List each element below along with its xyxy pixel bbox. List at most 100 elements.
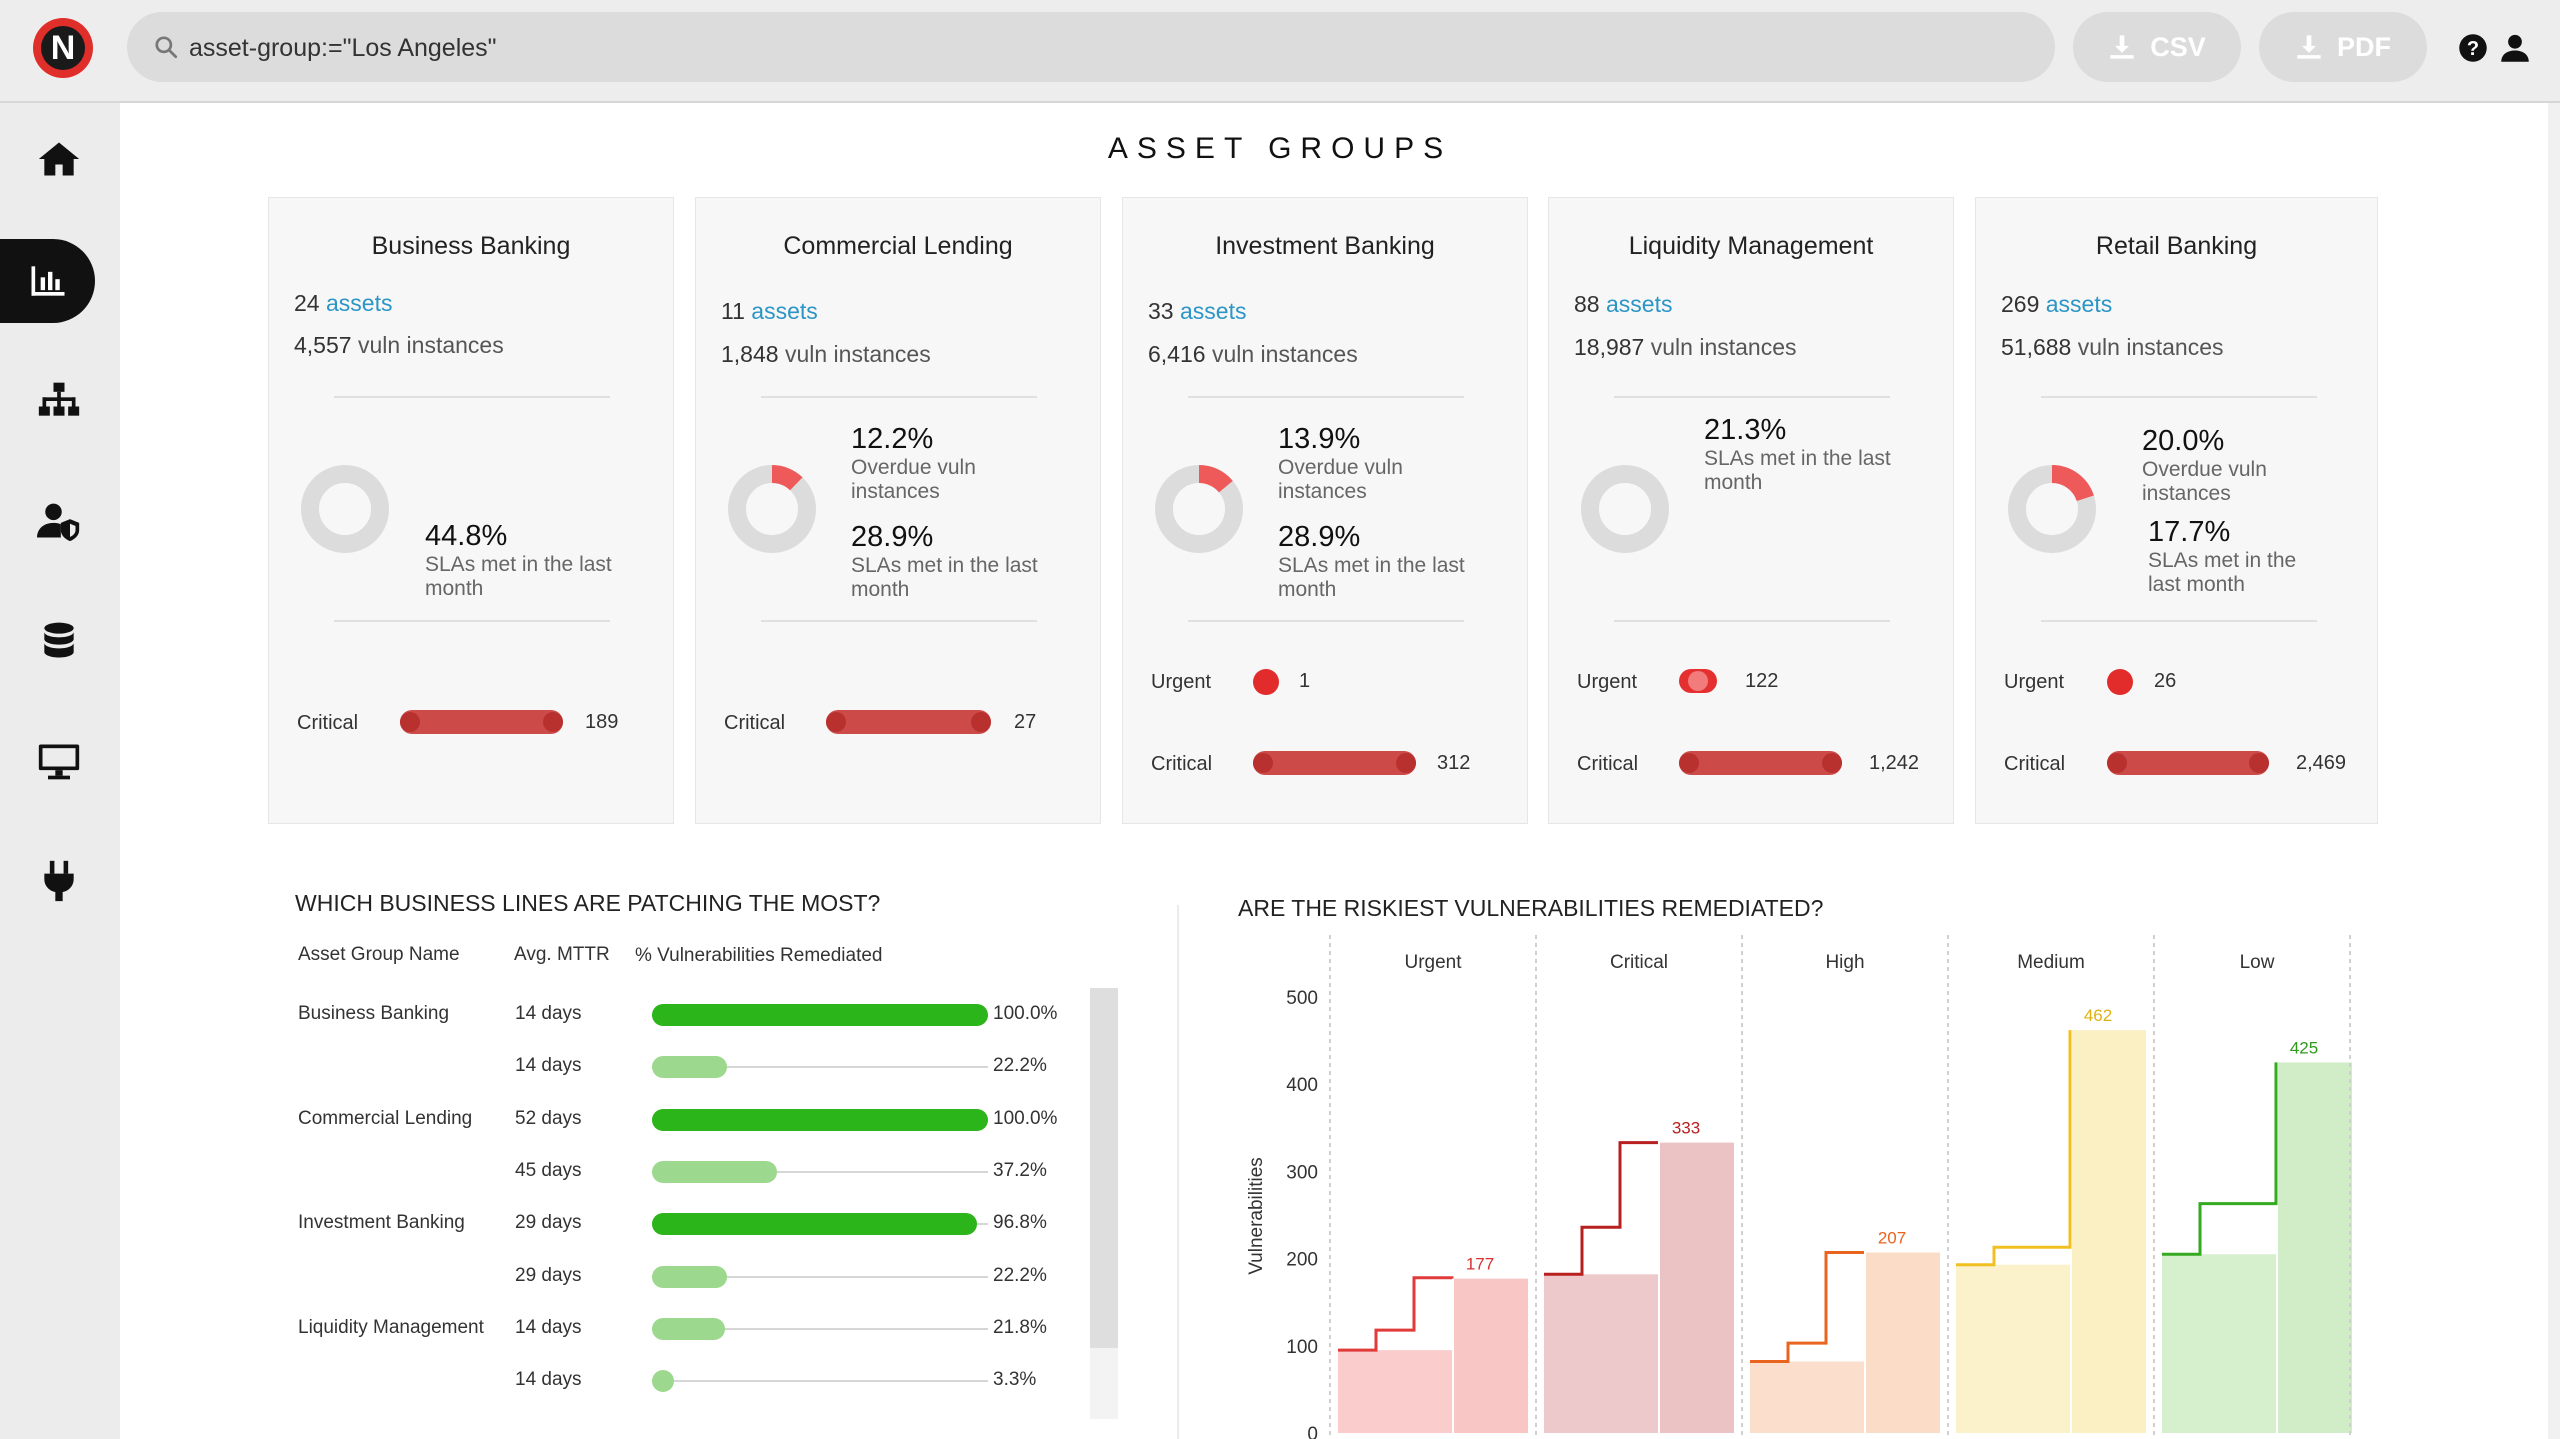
monitor-icon	[38, 744, 80, 780]
row-mttr: 29 days	[515, 1264, 582, 1286]
vuln-count: 6,416 vuln instances	[1148, 341, 1358, 368]
sitemap-icon	[38, 382, 80, 416]
asset-group-card-liquidity-management[interactable]: Liquidity Management 88 assets 18,987 vu…	[1548, 197, 1954, 824]
assets-link[interactable]: assets	[751, 298, 818, 324]
urgent-count: 122	[1745, 670, 1779, 692]
urgent-label: Urgent	[1577, 671, 1638, 693]
pdf-download-button[interactable]: PDF	[2259, 12, 2427, 82]
nav-reports[interactable]	[0, 239, 95, 323]
divider	[1188, 396, 1464, 398]
asset-group-card-commercial-lending[interactable]: Commercial Lending 11 assets 1,848 vuln …	[695, 197, 1101, 824]
row-bar[interactable]	[652, 1004, 988, 1026]
vuln-label: vuln instances	[1650, 334, 1797, 360]
search-input[interactable]	[187, 22, 1991, 74]
area-fill-urgent	[1338, 1350, 1452, 1433]
sla-label: SLAs met in the last month	[1278, 554, 1465, 601]
download-icon	[2297, 35, 2321, 59]
csv-download-button[interactable]: CSV	[2073, 12, 2241, 82]
overdue-donut	[728, 465, 816, 553]
patching-title: WHICH BUSINESS LINES ARE PATCHING THE MO…	[295, 890, 881, 916]
nav-users-security[interactable]	[0, 479, 118, 563]
row-bar[interactable]	[652, 1108, 988, 1131]
row-mttr: 52 days	[515, 1107, 582, 1129]
row-bar[interactable]	[652, 1265, 727, 1288]
card-title: Retail Banking	[2095, 232, 2258, 260]
col-avg-mttr[interactable]: Avg. MTTR	[514, 944, 610, 965]
nav-database[interactable]	[0, 599, 118, 683]
row-mttr: 14 days	[515, 1055, 582, 1077]
area-fill-final-medium	[2072, 1030, 2146, 1433]
panel-label-urgent: Urgent	[1404, 952, 1462, 973]
assets-link[interactable]: assets	[1605, 291, 1673, 317]
search-bar[interactable]	[127, 12, 2055, 82]
help-icon[interactable]: ?	[2458, 33, 2488, 63]
data-label-critical: 333	[1672, 1119, 1700, 1138]
vuln-count: 4,557 vuln instances	[294, 332, 504, 359]
nav-monitor[interactable]	[0, 719, 118, 803]
app-logo[interactable]: N	[33, 18, 93, 78]
nav-home[interactable]	[0, 117, 118, 201]
assets-link[interactable]: assets	[2045, 291, 2113, 317]
row-mttr: 14 days	[515, 1003, 582, 1024]
overdue-stat: 12.2% Overdue vuln instances	[851, 422, 1001, 504]
table-scrollbar[interactable]	[1090, 988, 1118, 1419]
card-title: Commercial Lending	[783, 232, 1013, 260]
row-bar[interactable]	[652, 1317, 726, 1340]
panel-label-critical: Critical	[1610, 952, 1668, 973]
sla-label: SLAs met in the last month	[1704, 447, 1891, 494]
asset-group-card-retail-banking[interactable]: Retail Banking 269 assets 51,688 vuln in…	[1975, 197, 2378, 824]
assets-link[interactable]: assets	[1179, 298, 1247, 324]
row-bar[interactable]	[652, 1056, 727, 1079]
asset-group-card-investment-banking[interactable]: Investment Banking 33 assets 6,416 vuln …	[1122, 197, 1528, 824]
overdue-donut	[301, 465, 389, 553]
vuln-number: 6,416	[1148, 341, 1206, 367]
vuln-label: vuln instances	[784, 341, 931, 367]
asset-group-card-business-banking[interactable]: Business Banking 24 assets 4,557 vuln in…	[268, 197, 674, 824]
critical-bar	[400, 710, 563, 734]
table-scrollbar-thumb[interactable]	[1090, 988, 1118, 1348]
panel-label-high: High	[1825, 952, 1864, 973]
critical-count: 312	[1437, 752, 1471, 774]
critical-count: 27	[1014, 711, 1037, 733]
critical-bar	[1679, 751, 1842, 775]
series-line-high	[1750, 1251, 1864, 1363]
divider	[334, 620, 610, 622]
sla-percent: 44.8%	[425, 520, 508, 552]
row-group-name: Liquidity Management	[298, 1316, 484, 1338]
col-asset-group[interactable]: Asset Group Name	[298, 944, 460, 965]
row-bar[interactable]	[652, 1370, 674, 1393]
overdue-donut	[1155, 465, 1243, 553]
row-bar-track	[652, 1275, 988, 1278]
nav-integrations[interactable]	[0, 839, 118, 923]
row-bar[interactable]	[652, 1213, 978, 1236]
row-mttr: 14 days	[515, 1316, 582, 1338]
sla-label: SLAs met in the last month	[851, 554, 1038, 601]
area-fill-critical	[1544, 1274, 1658, 1433]
nav-hierarchy[interactable]	[0, 359, 118, 443]
divider	[1188, 620, 1464, 622]
user-shield-icon	[37, 503, 80, 542]
sla-label: SLAs met in the last month	[425, 553, 612, 600]
vuln-number: 4,557	[294, 332, 352, 358]
area-fill-final-low	[2278, 1062, 2352, 1433]
critical-bar	[826, 710, 991, 734]
assets-count: 269 assets	[2001, 291, 2112, 318]
row-bar[interactable]	[652, 1160, 777, 1183]
divider	[2041, 396, 2317, 398]
row-bar-track	[652, 1066, 988, 1069]
page-scrollbar[interactable]	[2548, 103, 2560, 1439]
assets-link[interactable]: assets	[325, 290, 393, 316]
sla-stat: 28.9% SLAs met in the last month	[1278, 520, 1488, 602]
series-line-low	[2162, 1062, 2278, 1256]
row-mttr: 29 days	[515, 1212, 582, 1234]
overdue-stat: 20.0% Overdue vuln instances	[2142, 424, 2292, 506]
col-pct-remediated[interactable]: % Vulnerabilities Remediated	[635, 945, 883, 966]
vuln-count: 1,848 vuln instances	[721, 341, 931, 368]
critical-label: Critical	[1577, 753, 1639, 775]
y-tick-label: 300	[1286, 1162, 1318, 1183]
panel-label-low: Low	[2240, 952, 2275, 973]
panel-label-medium: Medium	[2017, 952, 2085, 973]
assets-count: 88 assets	[1574, 291, 1672, 318]
user-icon[interactable]	[2500, 33, 2530, 63]
